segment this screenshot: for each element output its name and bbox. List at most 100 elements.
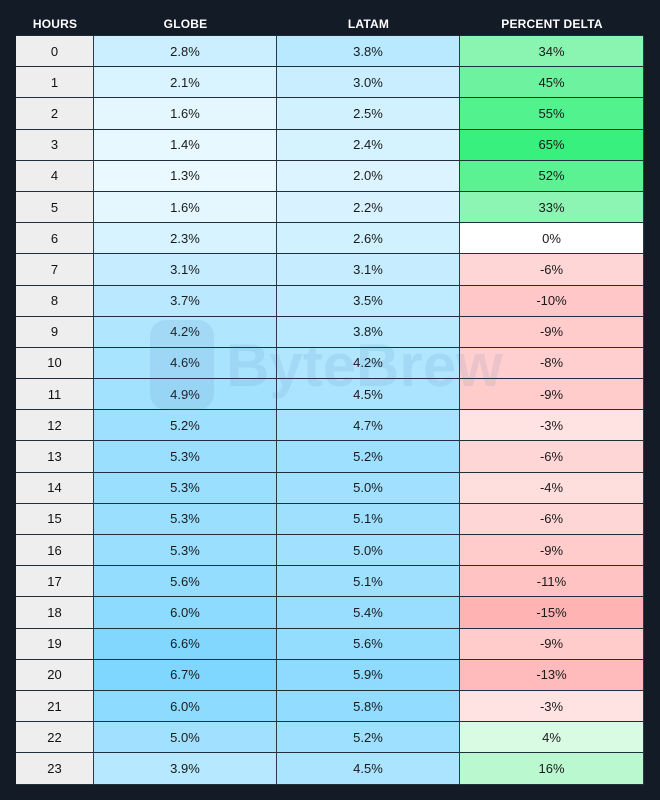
latam-cell: 5.2% bbox=[277, 441, 460, 473]
delta-cell: 0% bbox=[460, 223, 644, 255]
delta-cell: -9% bbox=[460, 535, 644, 567]
latam-cell: 4.7% bbox=[277, 410, 460, 442]
delta-cell: 52% bbox=[460, 160, 644, 192]
globe-cell: 1.4% bbox=[94, 129, 277, 161]
latam-cell: 5.4% bbox=[277, 597, 460, 629]
hour-cell: 0 bbox=[16, 36, 94, 68]
latam-cell: 4.5% bbox=[277, 379, 460, 411]
hour-cell: 19 bbox=[16, 628, 94, 660]
hour-cell: 8 bbox=[16, 285, 94, 317]
latam-cell: 2.0% bbox=[277, 160, 460, 192]
hour-cell: 9 bbox=[16, 316, 94, 348]
delta-cell: -8% bbox=[460, 347, 644, 380]
latam-cell: 5.2% bbox=[277, 722, 460, 754]
heatmap-table: 0 2.8% 3.8% 34% 1 2.1% 3.0% 45% 2 1.6% 2.5% 55% 3 1.4… bbox=[16, 35, 644, 785]
hour-cell: 13 bbox=[16, 441, 94, 473]
latam-cell: 5.0% bbox=[277, 472, 460, 504]
header-percent-delta: PERCENT DELTA bbox=[501, 17, 603, 31]
hour-cell: 22 bbox=[16, 722, 94, 754]
hour-cell: 10 bbox=[16, 347, 94, 380]
hour-cell: 20 bbox=[16, 659, 94, 691]
delta-cell: 55% bbox=[460, 98, 644, 130]
globe-cell: 1.3% bbox=[94, 160, 277, 192]
hour-cell: 11 bbox=[16, 379, 94, 411]
delta-cell: -10% bbox=[460, 285, 644, 317]
delta-cell: -9% bbox=[460, 379, 644, 411]
hour-cell: 17 bbox=[16, 566, 94, 598]
latam-cell: 3.1% bbox=[277, 254, 460, 286]
latam-cell: 3.8% bbox=[277, 316, 460, 348]
globe-cell: 1.6% bbox=[94, 191, 277, 224]
header-globe: GLOBE bbox=[163, 17, 208, 31]
globe-cell: 3.7% bbox=[94, 285, 277, 317]
hour-cell: 12 bbox=[16, 410, 94, 442]
globe-cell: 5.6% bbox=[94, 566, 277, 598]
hour-cell: 2 bbox=[16, 98, 94, 130]
delta-cell: -9% bbox=[460, 316, 644, 348]
globe-cell: 5.3% bbox=[94, 503, 277, 535]
globe-cell: 5.3% bbox=[94, 535, 277, 567]
header-latam: LATAM bbox=[347, 17, 390, 31]
delta-cell: -11% bbox=[460, 566, 644, 598]
delta-cell: 16% bbox=[460, 753, 644, 785]
delta-cell: -6% bbox=[460, 254, 644, 286]
globe-cell: 6.0% bbox=[94, 597, 277, 629]
globe-cell: 6.6% bbox=[94, 628, 277, 660]
latam-cell: 5.0% bbox=[277, 535, 460, 567]
globe-cell: 2.1% bbox=[94, 67, 277, 99]
globe-cell: 2.3% bbox=[94, 223, 277, 255]
globe-cell: 1.6% bbox=[94, 98, 277, 130]
latam-cell: 2.5% bbox=[277, 98, 460, 130]
delta-cell: -15% bbox=[460, 597, 644, 629]
hour-cell: 21 bbox=[16, 690, 94, 723]
latam-cell: 2.2% bbox=[277, 191, 460, 224]
globe-cell: 4.9% bbox=[94, 379, 277, 411]
latam-cell: 5.1% bbox=[277, 566, 460, 598]
latam-cell: 2.4% bbox=[277, 129, 460, 161]
latam-cell: 5.8% bbox=[277, 690, 460, 723]
delta-cell: -6% bbox=[460, 441, 644, 473]
hour-cell: 1 bbox=[16, 67, 94, 99]
globe-cell: 4.6% bbox=[94, 347, 277, 380]
latam-cell: 3.0% bbox=[277, 67, 460, 99]
delta-cell: -4% bbox=[460, 472, 644, 504]
globe-cell: 2.8% bbox=[94, 36, 277, 68]
header-hours: HOURS bbox=[32, 17, 78, 31]
delta-cell: 65% bbox=[460, 129, 644, 161]
globe-cell: 5.3% bbox=[94, 441, 277, 473]
latam-cell: 3.8% bbox=[277, 36, 460, 68]
hour-cell: 18 bbox=[16, 597, 94, 629]
latam-cell: 4.2% bbox=[277, 347, 460, 380]
globe-cell: 5.2% bbox=[94, 410, 277, 442]
delta-cell: 34% bbox=[460, 36, 644, 68]
hour-cell: 5 bbox=[16, 191, 94, 224]
hour-cell: 4 bbox=[16, 160, 94, 192]
latam-cell: 5.6% bbox=[277, 628, 460, 660]
delta-cell: -9% bbox=[460, 628, 644, 660]
globe-cell: 6.7% bbox=[94, 659, 277, 691]
hour-cell: 6 bbox=[16, 223, 94, 255]
globe-cell: 3.1% bbox=[94, 254, 277, 286]
latam-cell: 3.5% bbox=[277, 285, 460, 317]
hour-cell: 7 bbox=[16, 254, 94, 286]
hour-cell: 23 bbox=[16, 753, 94, 785]
delta-cell: 33% bbox=[460, 191, 644, 224]
hour-cell: 16 bbox=[16, 535, 94, 567]
delta-cell: -6% bbox=[460, 503, 644, 535]
latam-cell: 5.1% bbox=[277, 503, 460, 535]
delta-cell: 4% bbox=[460, 722, 644, 754]
latam-cell: 5.9% bbox=[277, 659, 460, 691]
hour-cell: 15 bbox=[16, 503, 94, 535]
delta-cell: -3% bbox=[460, 690, 644, 723]
hour-cell: 14 bbox=[16, 472, 94, 504]
globe-cell: 4.2% bbox=[94, 316, 277, 348]
globe-cell: 3.9% bbox=[94, 753, 277, 785]
delta-cell: 45% bbox=[460, 67, 644, 99]
table-header: HOURS GLOBE LATAM PERCENT DELTA bbox=[16, 12, 644, 36]
hour-cell: 3 bbox=[16, 129, 94, 161]
globe-cell: 5.3% bbox=[94, 472, 277, 504]
latam-cell: 4.5% bbox=[277, 753, 460, 785]
delta-cell: -13% bbox=[460, 659, 644, 691]
delta-cell: -3% bbox=[460, 410, 644, 442]
globe-cell: 5.0% bbox=[94, 722, 277, 754]
